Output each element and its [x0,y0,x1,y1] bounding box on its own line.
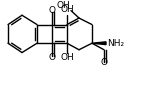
Text: O: O [49,53,55,62]
Text: O: O [49,6,55,15]
Text: OH: OH [56,1,70,10]
Text: OH: OH [60,5,74,14]
Polygon shape [92,42,106,45]
Text: OH: OH [60,54,74,62]
Text: NH₂: NH₂ [107,39,124,48]
Text: O: O [100,58,108,67]
